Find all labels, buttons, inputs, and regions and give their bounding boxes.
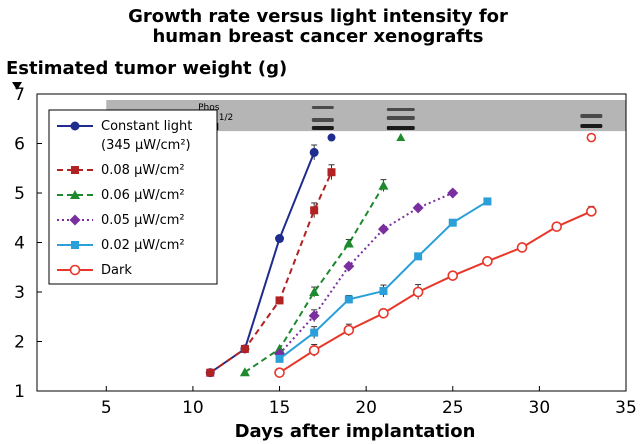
x-tick-label: 25 [442,398,464,418]
data-point [482,256,493,267]
x-tick-label: 35 [615,398,637,418]
x-tick-label: 30 [529,398,551,418]
legend-label: 0.02 µW/cm² [101,238,185,253]
blot-band [311,118,334,122]
series-line [209,171,333,374]
legend-marker [70,121,80,131]
legend-item-1: Constant light (345 µW/cm²) [57,119,192,153]
y-tick-label: 2 [14,333,25,353]
data-point [551,221,563,232]
data-point [206,368,215,377]
data-point [586,206,597,217]
data-point [240,344,249,353]
data-point [379,287,388,296]
data-point [310,206,319,215]
legend-label: 0.08 µW/cm² [101,163,185,178]
data-point [377,223,389,235]
series-3 [239,179,389,377]
axes-ticks: 1 2 3 4 5 6 7 5 10 15 20 25 30 35 [14,85,637,418]
legend-item-4: 0.05 µW/cm² [57,213,185,228]
blot-label: Phos [198,103,220,113]
data-point [343,238,354,248]
data-point [275,234,285,244]
data-point [274,367,285,378]
data-point [516,242,528,253]
legend-item-6: Dark [57,263,132,278]
legend-marker [70,190,80,199]
legend-item-3: 0.06 µW/cm² [57,188,185,203]
chart-title-line-1: Growth rate versus light intensity for [128,6,508,27]
legend-label: Constant light [101,119,192,134]
chart-title-line-2: human breast cancer xenografts [152,26,483,47]
legend-marker [71,166,79,174]
series-line [244,185,385,374]
data-point [448,218,457,227]
data-point [308,310,320,322]
blot-band [311,106,334,109]
y-tick-label: 4 [14,234,25,254]
y-tick-label: 6 [14,135,25,155]
blot-band [311,126,334,130]
series-6 [274,205,597,378]
legend-item-2: 0.08 µW/cm² [57,163,185,178]
legend-item-5: 0.02 µW/cm² [57,238,185,253]
series-5 [275,197,492,363]
series-2 [206,164,336,377]
legend-label: Dark [101,263,132,278]
x-tick-label: 5 [101,398,112,418]
data-point [483,197,492,206]
data-point [378,180,389,190]
blot-band [580,124,603,128]
y-axis-title: Estimated tumor weight (g) [6,58,287,79]
data-point [275,354,284,363]
data-point [308,345,320,356]
blot-marker-open-circle [586,132,597,143]
x-tick-label: 10 [182,398,204,418]
legend-marker [69,214,81,226]
series-line [278,210,592,374]
y-tick-label: 5 [14,184,25,204]
series-4 [274,187,459,360]
blot-band [386,116,415,120]
data-point [309,287,320,296]
blot-marker-triangle [396,133,406,142]
data-point [239,367,250,377]
legend: Constant light (345 µW/cm²) 0.08 µW/cm² 0.0… [48,109,218,285]
data-point [275,296,284,305]
data-point [412,202,424,214]
x-tick-label: 20 [355,398,377,418]
y-axis-arrow-icon [12,82,22,90]
legend-marker [71,241,79,249]
x-axis-title: Days after implantation [235,421,476,442]
x-tick-label: 15 [269,398,291,418]
legend-label: 0.06 µW/cm² [101,188,185,203]
legend-marker [69,264,81,276]
data-point [343,324,355,336]
data-point [447,187,459,199]
data-point [310,328,319,337]
series-line [209,152,316,374]
data-point [344,295,353,304]
data-point [343,260,355,272]
legend-label: 0.05 µW/cm² [101,213,185,228]
blot-band [386,126,415,130]
data-point [309,147,319,157]
series-line [278,192,454,355]
y-tick-label: 7 [14,85,25,105]
series-layer [205,144,597,378]
y-tick-label: 3 [14,283,25,303]
data-point [378,307,389,319]
legend-label-line2: (345 µW/cm²) [101,138,191,153]
y-tick-label: 1 [14,382,25,402]
data-point [414,252,423,261]
blot-marker-circle [327,133,336,142]
data-point [447,270,459,281]
blot-band [386,108,415,111]
blot-band [580,114,603,118]
data-point [412,286,424,298]
data-point [327,168,336,177]
